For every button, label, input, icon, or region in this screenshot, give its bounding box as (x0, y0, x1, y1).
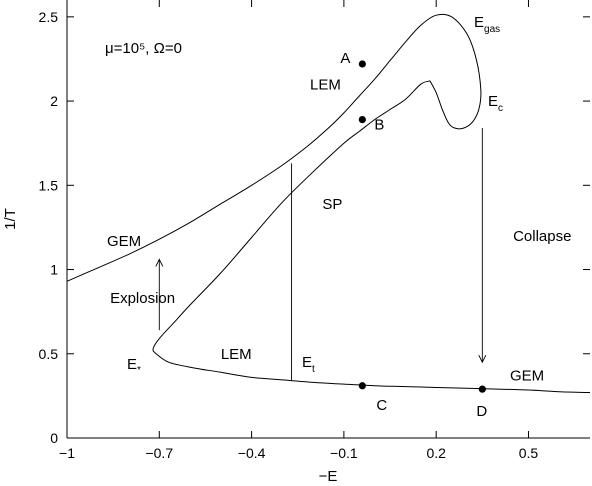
y-tick-label: 2.5 (39, 9, 59, 25)
x-tick-label: −0.1 (330, 445, 358, 461)
y-tick-label: 1 (50, 262, 58, 278)
explosion-arrow-head (155, 258, 164, 267)
et-main: E (302, 354, 312, 371)
parameter-label: μ=10⁵, Ω=0 (105, 40, 182, 57)
estar-label: E* (127, 356, 141, 376)
point-label-b: B (374, 117, 384, 134)
et-label: Et (302, 354, 315, 375)
annotation-lem: LEM (310, 76, 341, 93)
x-tick-label: −1 (59, 445, 75, 461)
guides (155, 128, 487, 381)
y-tick-label: 0 (50, 430, 58, 446)
ec-sub: c (498, 103, 503, 114)
egas-main: E (474, 14, 484, 31)
annotations: GEM LEM SP LEM GEM Collapse Explosion (107, 76, 571, 384)
annotation-explosion: Explosion (110, 290, 175, 307)
y-tick-label: 2 (50, 93, 58, 109)
estar-sub: * (137, 365, 141, 376)
annotation-gem: GEM (510, 368, 544, 385)
plot-frame (66, 0, 590, 439)
x-tick-label: −0.7 (145, 445, 173, 461)
annotation-sp: SP (322, 196, 342, 213)
ec-main: E (488, 93, 498, 110)
point-d (478, 385, 486, 393)
annotation-collapse: Collapse (513, 228, 571, 245)
x-tick-label: 0.2 (426, 445, 446, 461)
collapse-arrow-head (478, 354, 487, 364)
curves (66, 13, 591, 393)
series-line-1 (66, 13, 482, 282)
point-label-a: A (340, 50, 350, 67)
egas-sub: gas (484, 24, 500, 35)
y-tick-label: 0.5 (39, 346, 59, 362)
y-tick-label: 1.5 (39, 177, 59, 193)
et-sub: t (312, 364, 315, 375)
points: A B C D (340, 50, 487, 420)
x-axis-label: −E (319, 468, 338, 485)
annotation-gem: GEM (107, 233, 141, 250)
estar-main: E (127, 356, 137, 373)
y-ticks: 0 0.5 1 1.5 2 2.5 (39, 9, 590, 446)
point-label-d: D (476, 403, 487, 420)
point-label-c: C (376, 397, 387, 414)
y-axis-label: 1/T (2, 208, 19, 230)
point-c (358, 382, 366, 390)
annotation-lem: LEM (221, 346, 252, 363)
x-ticks: −1 −0.7 −0.4 −0.1 0.2 0.5 (59, 0, 538, 461)
series-line-2 (152, 80, 591, 393)
egas-label: Egas (474, 14, 500, 35)
ec-label: Ec (488, 93, 503, 114)
point-b (358, 116, 366, 124)
x-tick-label: 0.5 (519, 445, 539, 461)
point-a (358, 60, 366, 68)
x-tick-label: −0.4 (238, 445, 266, 461)
